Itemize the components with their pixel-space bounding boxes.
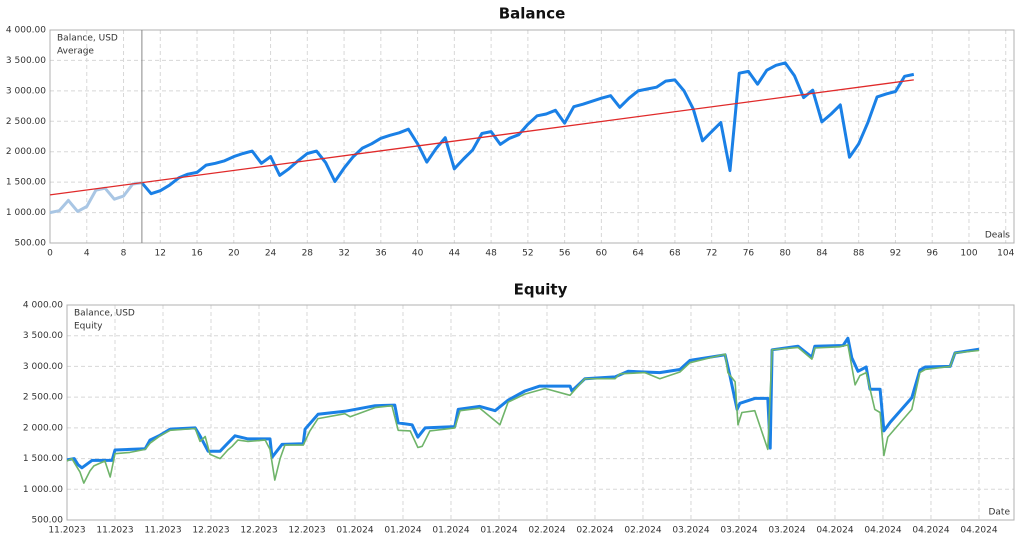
x-tick-label: 11.2023 — [96, 526, 133, 536]
legend-entry: Equity — [74, 322, 103, 332]
y-tick-label: 4 000.00 — [23, 301, 63, 311]
y-tick-label: 3 500.00 — [6, 56, 46, 66]
x-tick-label: 01.2024 — [384, 526, 421, 536]
x-tick-label: 68 — [669, 249, 681, 259]
x-tick-label: 96 — [926, 249, 938, 259]
x-tick-label: 36 — [375, 249, 387, 259]
y-tick-label: 1 500.00 — [23, 454, 63, 464]
x-tick-label: 16 — [191, 249, 203, 259]
y-tick-label: 2 000.00 — [23, 423, 63, 433]
series-line — [66, 344, 980, 484]
x-tick-label: 12.2023 — [288, 526, 325, 536]
x-tick-label: 92 — [890, 249, 901, 259]
series-line — [66, 336, 980, 470]
x-tick-label: 03.2024 — [672, 526, 709, 536]
series-line — [49, 79, 914, 196]
x-tick-label: 01.2024 — [432, 526, 469, 536]
y-tick-label: 500.00 — [15, 239, 47, 249]
x-tick-label: 8 — [121, 249, 127, 259]
x-tick-label: 20 — [228, 249, 240, 259]
series-line — [140, 61, 915, 196]
x-tick-label: 04.2024 — [960, 526, 997, 536]
plot-frame — [49, 29, 1015, 244]
x-axis-label: Date — [988, 508, 1010, 518]
y-tick-label: 1 500.00 — [6, 178, 46, 188]
x-tick-label: 11.2023 — [144, 526, 181, 536]
x-tick-label: 80 — [779, 249, 791, 259]
x-tick-label: 12.2023 — [192, 526, 229, 536]
x-tick-label: 28 — [302, 249, 314, 259]
x-tick-label: 72 — [706, 249, 717, 259]
x-tick-label: 11.2023 — [48, 526, 85, 536]
x-tick-label: 02.2024 — [576, 526, 613, 536]
chart-title: Equity — [514, 281, 568, 299]
chart-title: Balance — [499, 5, 566, 23]
y-tick-label: 1 000.00 — [23, 485, 63, 495]
y-tick-label: 4 000.00 — [6, 26, 46, 36]
plot-frame — [66, 304, 1015, 521]
x-tick-label: 44 — [449, 249, 461, 259]
x-tick-label: 64 — [632, 249, 644, 259]
x-tick-label: 32 — [338, 249, 349, 259]
x-tick-label: 24 — [265, 249, 277, 259]
x-tick-label: 01.2024 — [336, 526, 373, 536]
y-tick-label: 2 000.00 — [6, 147, 46, 157]
x-tick-label: 01.2024 — [480, 526, 517, 536]
x-tick-label: 76 — [743, 249, 755, 259]
legend-entry: Balance, USD — [74, 309, 135, 319]
y-tick-label: 3 000.00 — [23, 362, 63, 372]
x-tick-label: 60 — [596, 249, 608, 259]
x-tick-label: 52 — [522, 249, 533, 259]
x-tick-label: 04.2024 — [864, 526, 901, 536]
x-tick-label: 03.2024 — [720, 526, 757, 536]
y-tick-label: 1 000.00 — [6, 208, 46, 218]
series-line-before-cursor — [49, 181, 143, 215]
x-tick-label: 02.2024 — [528, 526, 565, 536]
x-tick-label: 12.2023 — [240, 526, 277, 536]
x-tick-label: 48 — [485, 249, 497, 259]
x-axis-label: Deals — [985, 231, 1010, 241]
y-tick-label: 2 500.00 — [23, 393, 63, 403]
y-tick-label: 500.00 — [32, 516, 64, 526]
legend-entry: Average — [57, 47, 94, 57]
x-tick-label: 02.2024 — [624, 526, 661, 536]
x-tick-label: 4 — [84, 249, 90, 259]
x-tick-label: 0 — [47, 249, 53, 259]
x-tick-label: 04.2024 — [816, 526, 853, 536]
y-tick-label: 3 500.00 — [23, 331, 63, 341]
x-tick-label: 100 — [960, 249, 977, 259]
y-tick-label: 3 000.00 — [6, 86, 46, 96]
x-tick-label: 40 — [412, 249, 424, 259]
x-tick-label: 03.2024 — [768, 526, 805, 536]
x-tick-label: 12 — [155, 249, 166, 259]
x-tick-label: 88 — [853, 249, 865, 259]
legend-entry: Balance, USD — [57, 34, 118, 44]
y-tick-label: 2 500.00 — [6, 117, 46, 127]
x-tick-label: 56 — [559, 249, 571, 259]
x-tick-label: 84 — [816, 249, 828, 259]
x-tick-label: 04.2024 — [912, 526, 949, 536]
x-tick-label: 104 — [997, 249, 1014, 259]
